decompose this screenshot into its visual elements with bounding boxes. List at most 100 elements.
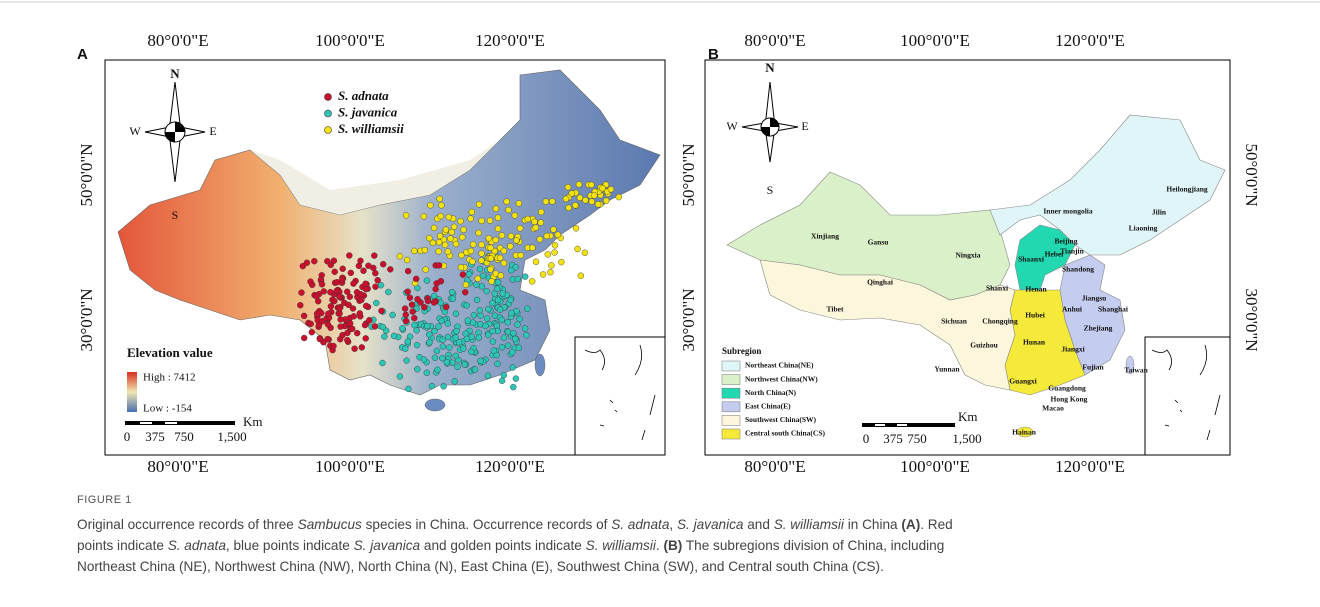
occurrence-point (545, 251, 551, 257)
occurrence-point (489, 300, 495, 306)
province-label: Shanxi (986, 284, 1008, 293)
occurrence-point (349, 326, 355, 332)
subregion-label: East China(E) (745, 402, 791, 411)
occurrence-point (442, 242, 448, 248)
occurrence-point (469, 334, 475, 340)
province-label: Qinghai (867, 278, 893, 287)
occurrence-point (471, 312, 477, 318)
caption-text: Original occurrence records of three (77, 517, 298, 532)
occurrence-point (359, 344, 365, 350)
occurrence-point (517, 316, 523, 322)
occurrence-point (473, 282, 479, 288)
occurrence-point (402, 346, 408, 352)
occurrence-point (461, 227, 467, 233)
occurrence-point (344, 289, 350, 295)
occurrence-point (476, 335, 482, 341)
occurrence-point (577, 195, 583, 201)
occurrence-point (421, 357, 427, 363)
occurrence-point (479, 283, 485, 289)
occurrence-point (485, 306, 491, 312)
subregion-label: Northwest China(NW) (745, 374, 818, 383)
occurrence-point (468, 216, 474, 222)
province-label: Guangdong (1048, 384, 1086, 393)
occurrence-point (436, 262, 442, 268)
occurrence-point (478, 313, 484, 319)
hainan (425, 399, 445, 411)
occurrence-point (495, 279, 501, 285)
occurrence-point (331, 258, 337, 264)
occurrence-point (506, 207, 512, 213)
province-label: Shanghai (1098, 305, 1128, 314)
occurrence-point (431, 300, 437, 306)
occurrence-point (501, 335, 507, 341)
occurrence-point (357, 310, 363, 316)
occurrence-point (499, 344, 505, 350)
occurrence-point (563, 196, 569, 202)
left-tick-label: 30°0'0"N (77, 288, 96, 351)
caption-line: points indicate S. adnata, blue points i… (77, 535, 1277, 556)
occurrence-point (510, 330, 516, 336)
caption-line: Original occurrence records of three Sam… (77, 514, 1277, 535)
bottom-tick-label: 100°0'0"E (315, 457, 385, 476)
occurrence-point (458, 218, 464, 224)
occurrence-point (441, 383, 447, 389)
occurrence-point (469, 259, 475, 265)
occurrence-point (410, 309, 416, 315)
occurrence-point (508, 267, 514, 273)
occurrence-point (497, 255, 503, 261)
occurrence-point (489, 278, 495, 284)
occurrence-point (334, 288, 340, 294)
occurrence-point (354, 330, 360, 336)
occurrence-point (455, 364, 461, 370)
subregion-swatch (722, 361, 740, 371)
occurrence-point (474, 297, 480, 303)
left-tick-label: 50°0'0"N (679, 143, 698, 206)
occurrence-point (532, 219, 538, 225)
scale-tick-label: 1,500 (952, 431, 981, 446)
province-label: Shaanxi (1018, 255, 1044, 264)
occurrence-point (344, 337, 350, 343)
top-tick-label: 80°0'0"E (147, 31, 208, 50)
occurrence-point (332, 269, 338, 275)
occurrence-point (493, 206, 499, 212)
scale-bar (125, 421, 235, 425)
occurrence-point (533, 259, 539, 265)
occurrence-point (505, 319, 511, 325)
occurrence-point (482, 323, 488, 329)
caption-text: S. williamsii (586, 538, 656, 553)
occurrence-point (331, 343, 337, 349)
subregion-swatch (722, 375, 740, 385)
occurrence-point (464, 302, 470, 308)
occurrence-point (499, 378, 505, 384)
occurrence-point (582, 250, 588, 256)
occurrence-point (515, 276, 521, 282)
occurrence-point (433, 286, 439, 292)
province-label: Henan (1025, 285, 1047, 294)
occurrence-point (379, 308, 385, 314)
occurrence-point (529, 278, 535, 284)
occurrence-point (422, 247, 428, 253)
subregion-label: Southwest China(SW) (745, 415, 817, 424)
province-label: Jilin (1152, 208, 1167, 217)
occurrence-point (414, 342, 420, 348)
occurrence-point (372, 323, 378, 329)
occurrence-point (308, 321, 314, 327)
occurrence-point (453, 335, 459, 341)
occurrence-point (436, 239, 442, 245)
occurrence-point (507, 243, 513, 249)
occurrence-point (334, 279, 340, 285)
occurrence-point (459, 234, 465, 240)
occurrence-point (472, 367, 478, 373)
occurrence-point (468, 248, 474, 254)
province-label: Macao (1042, 404, 1064, 413)
province-label: Tibet (827, 305, 844, 314)
occurrence-point (424, 278, 430, 284)
occurrence-point (578, 273, 584, 279)
occurrence-point (372, 270, 378, 276)
occurrence-point (537, 236, 543, 242)
occurrence-point (462, 362, 468, 368)
occurrence-point (391, 333, 397, 339)
occurrence-point (510, 365, 516, 371)
province-label: Hainan (1012, 428, 1037, 437)
legend-label: S. javanica (338, 104, 398, 119)
